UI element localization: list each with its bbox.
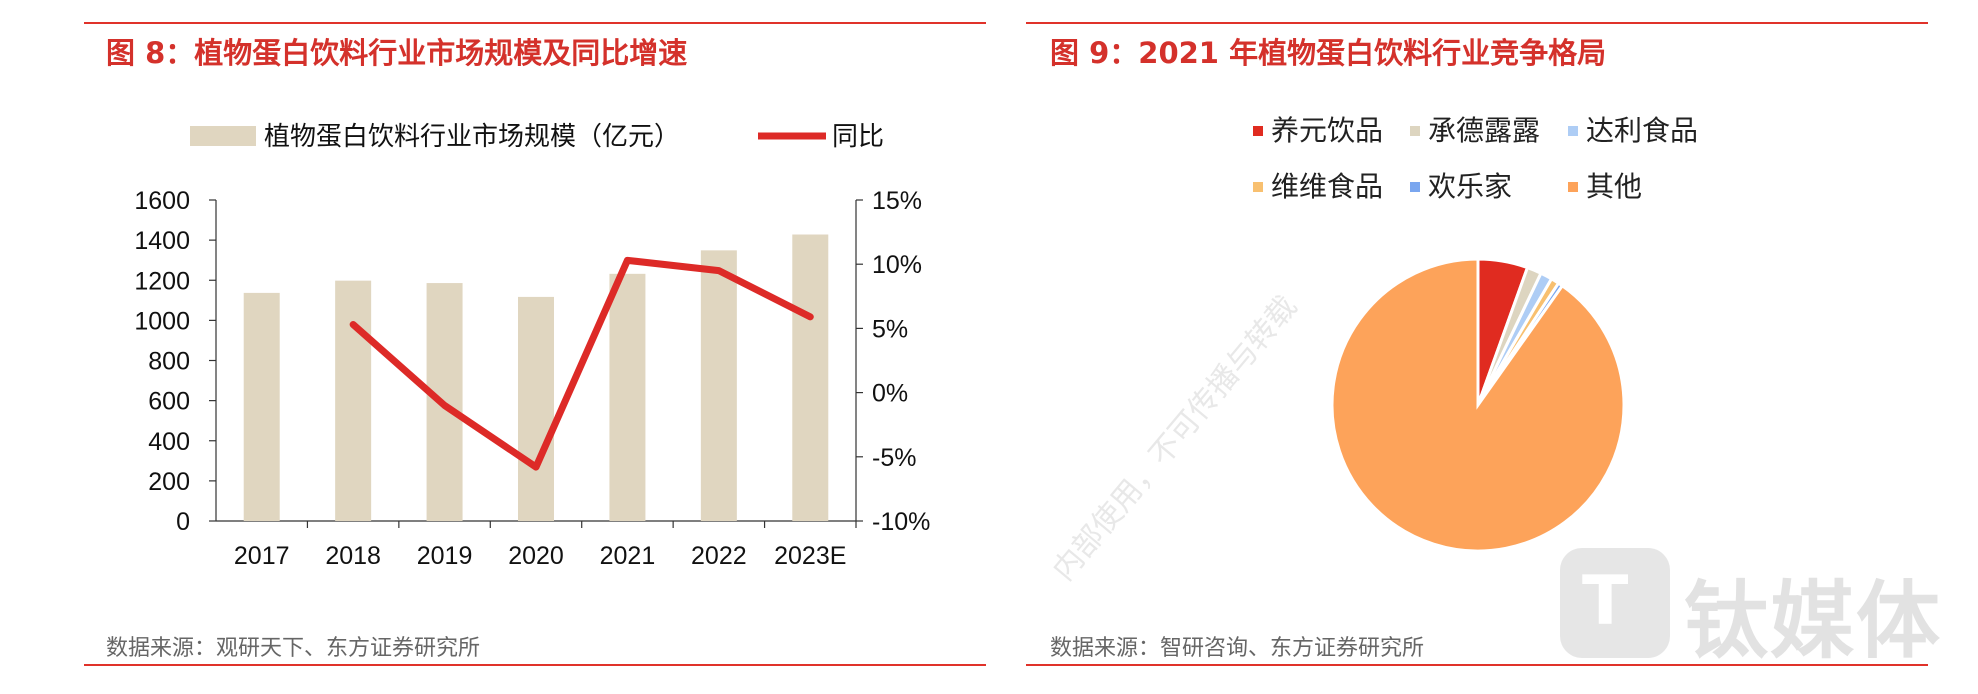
bar-2017: [243, 292, 280, 521]
pie-legend-swatch: [1410, 126, 1420, 136]
y-tick-label-left: 1400: [134, 227, 190, 255]
y-tick-label-left: 1000: [134, 307, 190, 335]
y-tick-label-left: 800: [148, 348, 190, 376]
pie-legend-label: 达利食品: [1586, 115, 1698, 146]
right-source-note: 数据来源：智研咨询、东方证券研究所: [1050, 636, 1425, 661]
pie-legend-swatch: [1568, 126, 1578, 136]
y-tick-label-left: 200: [148, 468, 190, 496]
y-tick-label-left: 400: [148, 428, 190, 456]
brand-watermark: T 钛媒体: [1560, 548, 1940, 670]
right-figure-title: 图 9：2021 年植物蛋白饮料行业竞争格局: [1050, 36, 1607, 70]
y-tick-label-left: 0: [176, 508, 190, 536]
yoy-point: [809, 316, 811, 318]
legend-label-line: 同比: [832, 121, 884, 151]
x-tick-label: 2022: [691, 542, 747, 570]
x-tick-label: 2018: [325, 542, 381, 570]
x-tick-label: 2017: [234, 542, 290, 570]
right-bottom-rule: [1026, 664, 1928, 666]
y-tick-label-right: -5%: [872, 444, 916, 472]
x-tick-label: 2019: [417, 542, 473, 570]
legend-label-bar: 植物蛋白饮料行业市场规模（亿元）: [264, 121, 680, 151]
x-tick-label: 2023E: [774, 542, 846, 570]
pie-legend-label: 欢乐家: [1428, 171, 1512, 202]
yoy-point: [444, 404, 446, 406]
left-source-note: 数据来源：观研天下、东方证券研究所: [106, 636, 481, 661]
bar-2020: [518, 296, 554, 521]
y-tick-label-right: 15%: [872, 187, 922, 215]
y-tick-label-left: 1600: [134, 187, 190, 215]
y-tick-label-left: 600: [148, 388, 190, 416]
yoy-point: [535, 466, 537, 468]
x-tick-label: 2020: [508, 542, 564, 570]
bar-2021: [609, 273, 646, 521]
pie-legend-label: 维维食品: [1271, 171, 1383, 202]
y-tick-label-right: 10%: [872, 251, 922, 279]
brand-watermark-text: 钛媒体: [1684, 572, 1943, 670]
x-tick-label: 2021: [600, 542, 656, 570]
bar-2022: [700, 250, 737, 521]
pie-legend-label: 养元饮品: [1271, 115, 1383, 146]
right-top-rule: [1026, 22, 1928, 24]
legend-swatch-bar: [190, 126, 256, 146]
y-tick-label-right: 0%: [872, 380, 908, 408]
y-tick-label-right: -10%: [872, 508, 930, 536]
left-figure-title: 图 8：植物蛋白饮料行业市场规模及同比增速: [106, 36, 688, 70]
yoy-line: [349, 256, 814, 471]
pie-legend-label: 其他: [1586, 171, 1642, 202]
yoy-point: [352, 324, 354, 326]
brand-logo-icon: T: [1560, 548, 1670, 658]
pie-legend-swatch: [1253, 126, 1263, 136]
yoy-point: [718, 270, 720, 272]
y-tick-label-right: 5%: [872, 315, 908, 343]
pie-slice-其他: [1330, 257, 1626, 553]
pie-legend-swatch: [1410, 182, 1420, 192]
bar-2018: [335, 280, 372, 521]
pie-legend-swatch: [1253, 182, 1263, 192]
left-bottom-rule: [84, 664, 986, 666]
pie-legend-swatch: [1568, 182, 1578, 192]
yoy-point: [626, 259, 628, 261]
pie-legend-label: 承德露露: [1428, 115, 1540, 146]
y-tick-label-left: 1200: [134, 267, 190, 295]
bar-2023E: [792, 234, 829, 521]
left-top-rule: [84, 22, 986, 24]
